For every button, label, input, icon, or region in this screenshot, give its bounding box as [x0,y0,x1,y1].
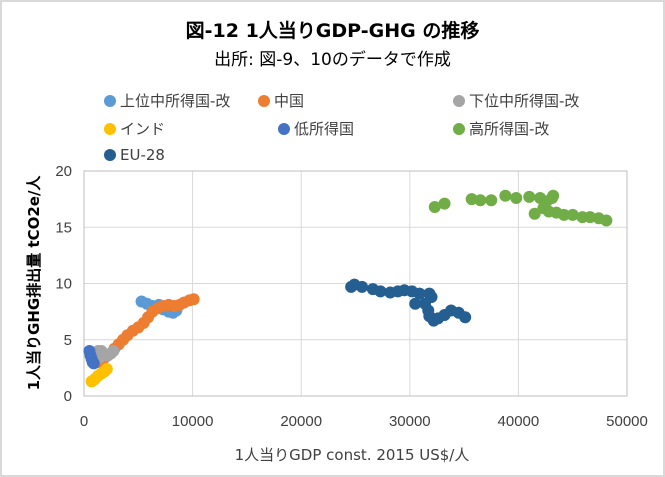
data-point [558,208,571,221]
legend-label: EU-28 [120,146,165,164]
plot-area-border [83,170,628,397]
x-tick-label: 20000 [280,413,322,430]
legend-marker [104,94,116,107]
chart-subtitle: 出所: 図-9、10のデータで作成 [214,50,451,70]
series-4 [83,345,100,370]
y-tick-label: 20 [55,163,72,180]
legend-item-lower-middle-income: 下位中所得国-改 [453,90,579,111]
data-point [523,190,536,203]
data-point [566,208,579,221]
legend-marker [278,122,290,135]
data-point [459,311,472,324]
legend-marker [104,149,116,161]
x-tick-label: 10000 [172,413,214,430]
data-point [413,287,426,300]
series-3 [85,363,113,388]
data-point [438,197,451,210]
legend-item-india: インド [104,118,165,139]
legend-item-high-income: 高所得国-改 [453,118,549,139]
legend-marker [258,94,270,107]
legend-item-eu28: EU-28 [104,146,165,164]
data-point [600,214,613,227]
data-point [540,195,553,208]
data-point [100,363,113,375]
legend-item-china: 中国 [258,90,304,111]
data-point [356,280,369,293]
data-point [510,192,523,204]
data-point [87,357,100,370]
legend-marker [104,122,116,135]
legend-label: インド [120,120,166,138]
legend-marker [453,122,465,135]
data-point [374,285,387,298]
legend-item-low-income: 低所得国 [278,118,354,139]
data-points [83,189,613,388]
x-tick-label: 40000 [498,413,540,430]
data-point [187,293,200,306]
data-point [409,297,422,310]
legend-item-upper-middle-income: 上位中所得国-改 [104,90,230,111]
tick-labels: 0 10000 20000 30000 40000 50000 0 5 10 15 20 [55,163,648,430]
legend-label: 低所得国 [294,120,355,138]
y-tick-label: 0 [64,388,72,405]
data-point [107,345,120,357]
y-tick-label: 10 [55,276,72,293]
data-point [485,194,498,207]
x-axis-label: 1人当りGDP const. 2015 US$/人 [235,446,470,464]
y-tick-label: 5 [64,332,72,349]
data-point [428,201,441,213]
legend-label: 下位中所得国-改 [469,92,580,110]
legend-label: 中国 [274,92,305,110]
y-axis-label: 1人当りGHG排出量 tCO2e/人 [25,175,43,391]
series-6 [345,278,472,327]
x-tick-label: 30000 [389,413,431,430]
data-point [528,207,541,220]
series-5 [428,189,613,227]
legend-label: 上位中所得国-改 [120,92,231,110]
chart-title: 図-12 1人当りGDP-GHG の推移 [185,20,480,42]
y-tick-label: 15 [55,219,72,236]
x-tick-label: 0 [80,413,88,430]
legend-marker [453,94,465,107]
data-point [499,189,512,202]
x-tick-label: 50000 [606,413,648,430]
data-point [474,194,487,207]
legend-label: 高所得国-改 [469,120,550,138]
